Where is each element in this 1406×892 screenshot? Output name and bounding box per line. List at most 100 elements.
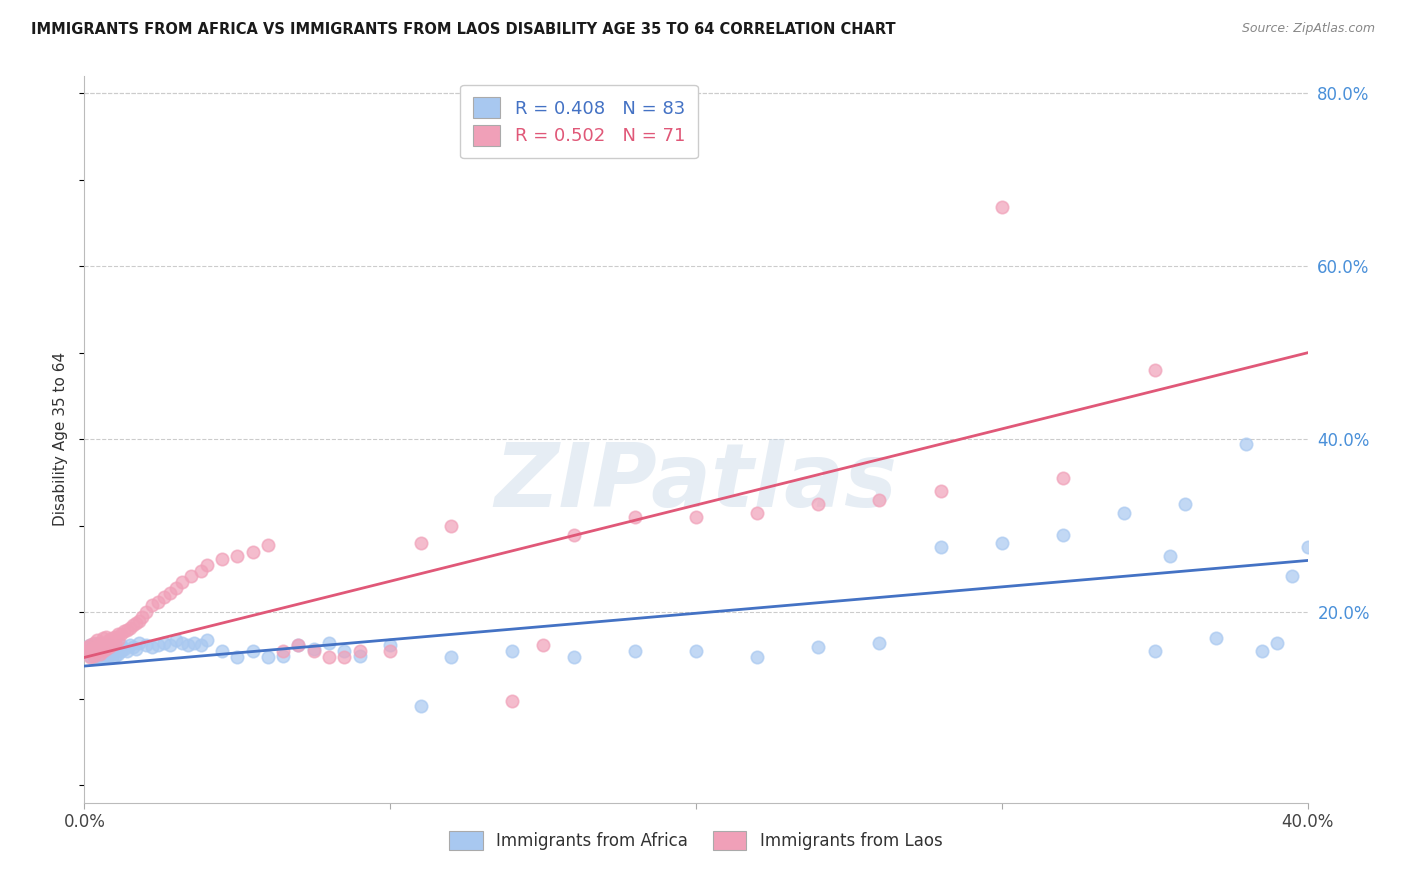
Point xyxy=(107,640,129,654)
Point xyxy=(135,606,157,620)
Point xyxy=(409,698,432,713)
Point xyxy=(107,633,129,648)
Point xyxy=(747,650,769,665)
Point xyxy=(409,536,432,550)
Point xyxy=(195,558,218,572)
Point xyxy=(318,636,340,650)
Point xyxy=(128,614,150,628)
Point xyxy=(257,538,280,552)
Point xyxy=(89,636,111,650)
Point xyxy=(1174,497,1197,511)
Point xyxy=(110,644,132,658)
Point xyxy=(128,636,150,650)
Point xyxy=(112,641,135,656)
Point xyxy=(83,647,105,661)
Point xyxy=(79,644,101,658)
Point xyxy=(1159,549,1181,563)
Point xyxy=(112,624,135,639)
Point xyxy=(807,640,830,654)
Point xyxy=(1143,363,1166,377)
Point xyxy=(991,536,1014,550)
Point xyxy=(91,640,114,654)
Point xyxy=(271,644,294,658)
Point xyxy=(807,497,830,511)
Point xyxy=(83,648,105,663)
Point xyxy=(440,650,463,665)
Point xyxy=(122,640,145,654)
Point xyxy=(1281,569,1303,583)
Point xyxy=(159,586,181,600)
Point xyxy=(83,641,105,656)
Point xyxy=(146,638,169,652)
Point xyxy=(869,492,891,507)
Point xyxy=(104,630,127,644)
Point xyxy=(79,644,101,658)
Point xyxy=(349,644,371,658)
Point xyxy=(86,648,108,663)
Point xyxy=(97,633,120,648)
Point xyxy=(76,640,98,654)
Point xyxy=(929,484,952,499)
Point xyxy=(89,636,111,650)
Point xyxy=(115,623,138,637)
Point xyxy=(349,648,371,663)
Point xyxy=(257,650,280,665)
Point xyxy=(89,647,111,661)
Point xyxy=(97,638,120,652)
Text: Source: ZipAtlas.com: Source: ZipAtlas.com xyxy=(1241,22,1375,36)
Point xyxy=(83,637,105,651)
Point xyxy=(110,627,132,641)
Point xyxy=(79,638,101,652)
Point xyxy=(1052,471,1074,485)
Point xyxy=(440,519,463,533)
Point xyxy=(86,644,108,658)
Point xyxy=(333,650,356,665)
Point xyxy=(89,646,111,660)
Point xyxy=(91,644,114,658)
Point xyxy=(94,640,117,654)
Point xyxy=(141,640,163,654)
Point xyxy=(120,621,142,635)
Point xyxy=(104,648,127,663)
Point xyxy=(107,647,129,661)
Point xyxy=(101,632,124,646)
Point xyxy=(302,644,325,658)
Point xyxy=(91,648,114,663)
Point xyxy=(302,641,325,656)
Point xyxy=(172,575,194,590)
Point xyxy=(1250,644,1272,658)
Point xyxy=(83,636,105,650)
Point xyxy=(91,632,114,646)
Point xyxy=(242,644,264,658)
Text: IMMIGRANTS FROM AFRICA VS IMMIGRANTS FROM LAOS DISABILITY AGE 35 TO 64 CORRELATI: IMMIGRANTS FROM AFRICA VS IMMIGRANTS FRO… xyxy=(31,22,896,37)
Point xyxy=(89,650,111,665)
Point xyxy=(1052,527,1074,541)
Point xyxy=(991,200,1014,214)
Point xyxy=(104,641,127,656)
Point xyxy=(211,551,233,566)
Point xyxy=(1114,506,1136,520)
Point xyxy=(101,644,124,658)
Point xyxy=(153,590,176,604)
Point xyxy=(97,648,120,663)
Point xyxy=(97,644,120,658)
Point xyxy=(94,641,117,656)
Point xyxy=(159,638,181,652)
Point xyxy=(180,569,202,583)
Point xyxy=(685,510,707,524)
Point xyxy=(115,644,138,658)
Point xyxy=(226,650,249,665)
Point xyxy=(531,638,554,652)
Point xyxy=(89,641,111,656)
Point xyxy=(107,627,129,641)
Point xyxy=(91,644,114,658)
Point xyxy=(76,644,98,658)
Point xyxy=(91,638,114,652)
Point xyxy=(125,641,148,656)
Point xyxy=(94,646,117,660)
Point xyxy=(183,636,205,650)
Point xyxy=(747,506,769,520)
Point xyxy=(226,549,249,563)
Point xyxy=(125,615,148,630)
Point xyxy=(165,633,187,648)
